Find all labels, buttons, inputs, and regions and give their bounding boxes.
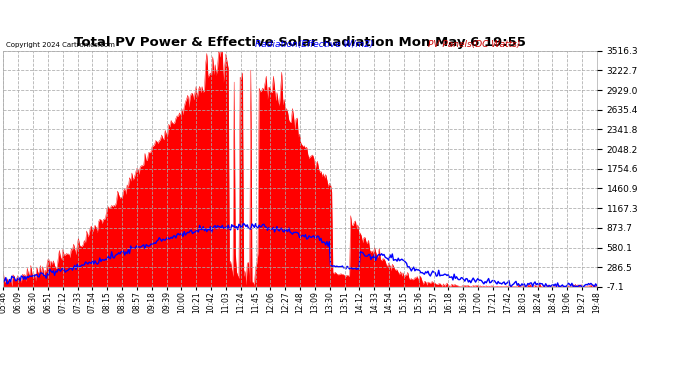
Text: Copyright 2024 Cartronics.com: Copyright 2024 Cartronics.com (6, 42, 115, 48)
Title: Total PV Power & Effective Solar Radiation Mon May 6 19:55: Total PV Power & Effective Solar Radiati… (75, 36, 526, 50)
Text: Radiation(Effective W/m2): Radiation(Effective W/m2) (255, 40, 374, 49)
Text: PV Panels(DC Watts): PV Panels(DC Watts) (428, 40, 520, 49)
